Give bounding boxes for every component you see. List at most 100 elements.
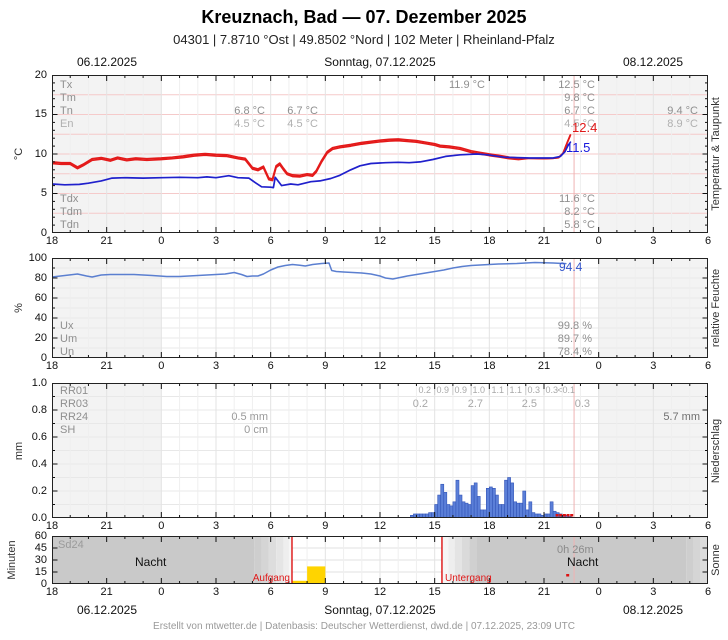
rr01-label: RR01: [60, 385, 89, 397]
y-tick-label: 80: [34, 271, 47, 284]
en-label: En: [60, 118, 74, 130]
x-tick-label: 6: [267, 520, 274, 532]
series-taupunkt: [52, 141, 572, 189]
tn-value-morning1: 6.8 °C: [234, 105, 265, 117]
tn-value-next: 9.4 °C: [667, 105, 698, 117]
series-temperatur: [52, 134, 572, 180]
y-tick-label: 0: [40, 226, 47, 239]
y-tick-label: 20: [34, 68, 47, 81]
x-tick-label: 6: [704, 520, 712, 532]
y-tick-label: 0.0: [31, 511, 47, 524]
x-tick-label: 3: [650, 235, 657, 247]
x-tick-label: 6: [704, 235, 712, 247]
sun-duration-value: 0h 26m: [557, 544, 594, 556]
x-tick-label: 21: [100, 235, 113, 247]
tx-value-afternoon: 11.9 °C: [449, 79, 485, 91]
sunset-label: Untergang: [445, 573, 492, 584]
y-tick-label: 0.4: [31, 457, 47, 470]
x-tick-label: 9: [322, 520, 329, 532]
rr24-value-morning: 0.5 mm: [231, 411, 268, 423]
tdx-value: 11.6 °C: [559, 193, 595, 205]
y-tick-label: 0: [40, 577, 47, 590]
rr03-value-21: 2.5: [521, 398, 537, 410]
y-tick-label: 10: [34, 147, 47, 160]
x-tick-label: 0: [158, 520, 165, 532]
x-tick-label: 15: [428, 520, 441, 532]
x-tick-label: 18: [483, 520, 496, 532]
date-right-bottom: 08.12.2025: [622, 603, 684, 617]
temperature-plot: [52, 75, 708, 233]
y-tick-label: 40: [34, 311, 47, 324]
footer-credit: Erstellt von mtwetter.de | Datenbasis: D…: [153, 621, 575, 632]
rr24-label: RR24: [60, 411, 89, 423]
y-tick-label: 45: [34, 541, 47, 554]
x-tick-label: 21: [537, 235, 551, 247]
x-tick-label: 0: [595, 235, 602, 247]
x-tick-label: 18: [483, 235, 496, 247]
um-label: Um: [60, 333, 78, 345]
x-tick-label: 18: [483, 360, 496, 372]
series-relative-feuchte: [52, 261, 567, 280]
x-tick-label: 3: [212, 235, 220, 247]
y-tick-label: 30: [34, 553, 47, 566]
sun-axis-title: Sonne: [710, 544, 722, 576]
tm-value-day: 9.8 °C: [564, 92, 595, 104]
un-value: 78.4 %: [557, 346, 592, 358]
rr01-value-23: <0.1: [557, 385, 575, 395]
rr01-value-22: 0.3: [545, 385, 558, 395]
x-tick-label: 12: [373, 520, 387, 532]
y-tick-label: 60: [34, 529, 47, 542]
station-info: 04301 | 7.8710 °Ost | 49.8502 °Nord | 10…: [173, 32, 555, 47]
y-tick-label: 100: [28, 251, 47, 264]
x-tick-label: 21: [100, 360, 113, 372]
x-tick-label: 6: [267, 360, 274, 372]
y-tick-label: 5: [40, 187, 47, 199]
x-tick-label: 21: [537, 586, 551, 598]
x-tick-label: 18: [45, 586, 59, 598]
current-dewpoint: 11.5: [566, 140, 591, 155]
x-tick-label: 3: [212, 360, 220, 372]
x-tick-label: 18: [45, 360, 59, 372]
x-tick-label: 12: [373, 360, 387, 372]
sun-plot: [52, 536, 708, 584]
precipitation-unit-label: mm: [13, 441, 25, 460]
x-tick-label: 12: [373, 586, 387, 598]
humidity-axis-title: relative Feuchte: [710, 268, 722, 348]
tdx-label: Tdx: [60, 193, 79, 205]
x-tick-label: 3: [212, 520, 220, 532]
temperature-axis-title: Temperatur & Taupunkt: [710, 97, 722, 211]
x-tick-label: 3: [650, 360, 657, 372]
x-tick-label: 9: [322, 360, 329, 372]
x-tick-label: 15: [428, 235, 441, 247]
tn-label: Tn: [60, 105, 73, 117]
x-tick-label: 6: [267, 235, 274, 247]
x-tick-label: 0: [158, 586, 165, 598]
x-tick-label: 9: [322, 586, 329, 598]
un-label: Un: [60, 346, 75, 358]
tdn-value: 5.8 °C: [564, 219, 595, 231]
en-value-day: 4.5 °C: [564, 118, 595, 130]
x-tick-label: 9: [322, 235, 329, 247]
x-tick-label: 18: [45, 520, 59, 532]
sh-value: 0 cm: [244, 424, 268, 436]
x-tick-label: 3: [650, 520, 657, 532]
y-tick-label: 0.2: [31, 484, 47, 497]
humidity-plot: [52, 258, 708, 358]
rr03-value-24: 0.3: [574, 398, 590, 410]
rr01-value-19: 1.1: [491, 385, 504, 395]
y-tick-label: 60: [34, 291, 47, 304]
tn-value-day: 6.7 °C: [564, 105, 595, 117]
rr03-value-15: 0.2: [412, 398, 428, 410]
date-left-top: 06.12.2025: [76, 55, 138, 69]
page-title: Kreuznach, Bad — 07. Dezember 2025: [201, 7, 527, 27]
night-label-evening: Nacht: [135, 555, 167, 569]
rr01-value-16: 0.9: [436, 385, 449, 395]
x-tick-label: 3: [212, 586, 220, 598]
tx-value-day: 12.5 °C: [558, 79, 595, 91]
tdn-label: Tdn: [60, 219, 79, 231]
x-tick-label: 6: [267, 586, 274, 598]
temperature-unit-label: °C: [13, 147, 25, 161]
tm-label: Tm: [60, 92, 76, 104]
x-tick-label: 21: [100, 586, 113, 598]
precipitation-plot: [52, 383, 708, 518]
